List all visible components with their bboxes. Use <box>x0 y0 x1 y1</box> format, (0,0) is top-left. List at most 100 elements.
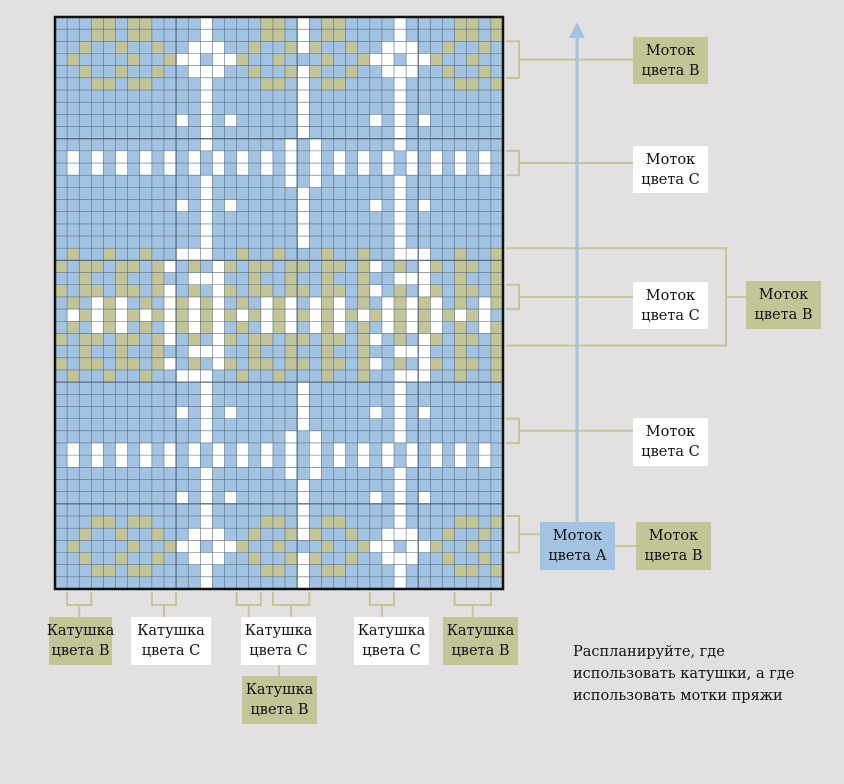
chart-cell <box>55 211 68 225</box>
chart-cell <box>67 163 80 176</box>
chart-cell <box>285 65 298 79</box>
chart-cell <box>236 479 250 492</box>
chart-cell <box>91 491 104 505</box>
chart-cell <box>55 77 68 91</box>
chart-cell <box>490 442 504 456</box>
chart-cell <box>176 345 189 359</box>
chart-cell <box>430 309 443 322</box>
chart-cell <box>236 515 250 529</box>
chart-cell <box>454 382 467 395</box>
chart-cell <box>103 53 116 66</box>
chart-cell <box>127 357 141 371</box>
chart-cell <box>115 114 128 127</box>
chart-cell <box>490 102 504 115</box>
chart-cell <box>406 576 419 590</box>
chart-cell <box>224 175 237 188</box>
chart-cell <box>478 491 492 505</box>
chart-cell <box>466 576 480 590</box>
chart-cell <box>285 175 298 188</box>
chart-cell <box>103 406 116 419</box>
chart-cell <box>127 102 141 115</box>
chart-cell <box>176 540 189 553</box>
chart-cell <box>357 576 371 590</box>
chart-cell <box>91 309 104 322</box>
chart-cell <box>91 540 104 553</box>
chart-cell <box>163 248 177 261</box>
chart-cell <box>67 382 80 395</box>
chart-cell <box>430 17 443 30</box>
chart-cell <box>406 296 419 310</box>
chart-cell <box>176 65 189 79</box>
chart-cell <box>490 150 504 164</box>
chart-cell <box>260 114 274 127</box>
chart-cell <box>139 17 153 30</box>
chart-cell <box>454 394 467 407</box>
chart-cell <box>91 272 104 286</box>
chart-cell <box>212 515 225 529</box>
chart-cell <box>369 272 383 286</box>
chart-cell <box>321 296 334 310</box>
chart-cell <box>333 260 346 273</box>
chart-cell <box>454 236 467 249</box>
chart-cell <box>345 479 358 492</box>
chart-cell <box>127 236 141 249</box>
chart-cell <box>67 369 80 383</box>
chart-cell <box>91 114 104 127</box>
chart-cell <box>478 211 492 225</box>
chart-cell <box>321 503 334 517</box>
chart-cell <box>79 236 92 249</box>
chart-cell <box>188 333 201 346</box>
chart-cell <box>381 187 395 200</box>
chart-cell <box>297 576 310 590</box>
chart-cell <box>91 126 104 139</box>
chart-cell <box>478 17 492 30</box>
chart-cell <box>212 369 225 383</box>
chart-cell <box>188 223 201 237</box>
chart-cell <box>224 369 237 383</box>
chart-cell <box>478 114 492 127</box>
chart-cell <box>163 260 177 273</box>
chart-cell <box>357 29 371 42</box>
chart-cell <box>309 564 322 578</box>
chart-cell <box>466 357 480 371</box>
chart-cell <box>490 53 504 66</box>
chart-cell <box>224 211 237 225</box>
chart-cell <box>345 540 358 553</box>
chart-cell <box>466 41 480 54</box>
chart-cell <box>212 309 225 322</box>
chart-cell <box>418 479 431 492</box>
chart-cell <box>454 150 467 164</box>
chart-cell <box>79 223 92 237</box>
chart-cell <box>406 357 419 371</box>
chart-cell <box>321 236 334 249</box>
chart-cell <box>345 236 358 249</box>
chart-cell <box>151 77 165 91</box>
chart-cell <box>418 126 431 139</box>
chart-cell <box>127 503 141 517</box>
chart-cell <box>454 503 467 517</box>
chart-cell <box>188 418 201 432</box>
chart-cell <box>381 503 395 517</box>
chart-cell <box>139 114 153 127</box>
chart-cell <box>127 150 141 164</box>
chart-cell <box>430 455 443 468</box>
chart-cell <box>91 41 104 54</box>
chart-cell <box>224 552 237 565</box>
chart-cell <box>369 53 383 66</box>
chart-cell <box>394 467 407 480</box>
chart-cell <box>127 260 141 273</box>
chart-cell <box>55 41 68 54</box>
chart-cell <box>406 223 419 237</box>
chart-cell <box>381 248 395 261</box>
chart-cell <box>442 564 455 578</box>
chart-cell <box>442 199 455 213</box>
chart-cell <box>285 90 298 103</box>
chart-cell <box>490 345 504 359</box>
chart-cell <box>369 29 383 42</box>
chart-cell <box>394 491 407 505</box>
chart-cell <box>345 77 358 91</box>
chart-cell <box>333 163 346 176</box>
chart-cell <box>454 272 467 286</box>
chart-cell <box>454 564 467 578</box>
chart-cell <box>418 187 431 200</box>
